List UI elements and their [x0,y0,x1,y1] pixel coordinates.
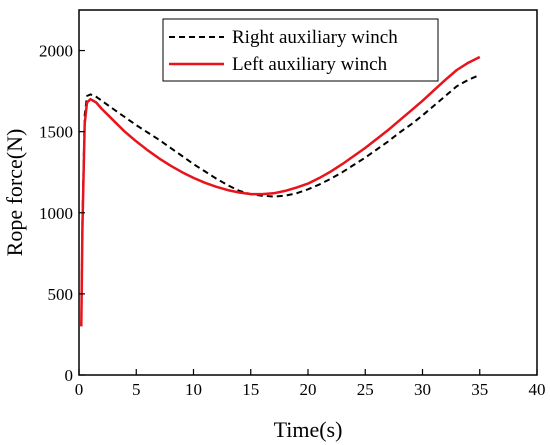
x-tick-label: 25 [357,380,374,399]
legend-label-left-auxiliary-winch: Left auxiliary winch [232,54,388,75]
y-axis-title: Rope force(N) [2,129,27,257]
y-tick-label: 2000 [39,42,73,61]
x-tick-label: 5 [132,380,141,399]
y-tick-label: 1000 [39,204,73,223]
legend-label-right-auxiliary-winch: Right auxiliary winch [232,27,398,48]
y-tick-label: 0 [65,366,74,385]
x-tick-label: 0 [75,380,84,399]
x-tick-label: 35 [471,380,488,399]
y-tick-label: 500 [48,285,74,304]
x-tick-label: 30 [414,380,431,399]
y-tick-label: 1500 [39,123,73,142]
legend-box [162,18,439,82]
series-line-right-auxiliary-winch [80,73,481,327]
series-lines [80,55,481,327]
y-axis-ticks: 0 500 1000 1500 2000 [39,42,85,385]
x-axis-title: Time(s) [274,417,343,442]
x-tick-label: 15 [242,380,259,399]
x-axis-ticks: 0 5 10 15 20 25 30 35 40 [75,369,546,399]
x-tick-label: 20 [300,380,317,399]
legend: Right auxiliary winch Left auxiliary win… [162,18,439,82]
series-line-left-auxiliary-winch [80,55,481,327]
x-tick-label: 40 [529,380,546,399]
x-tick-label: 10 [185,380,202,399]
